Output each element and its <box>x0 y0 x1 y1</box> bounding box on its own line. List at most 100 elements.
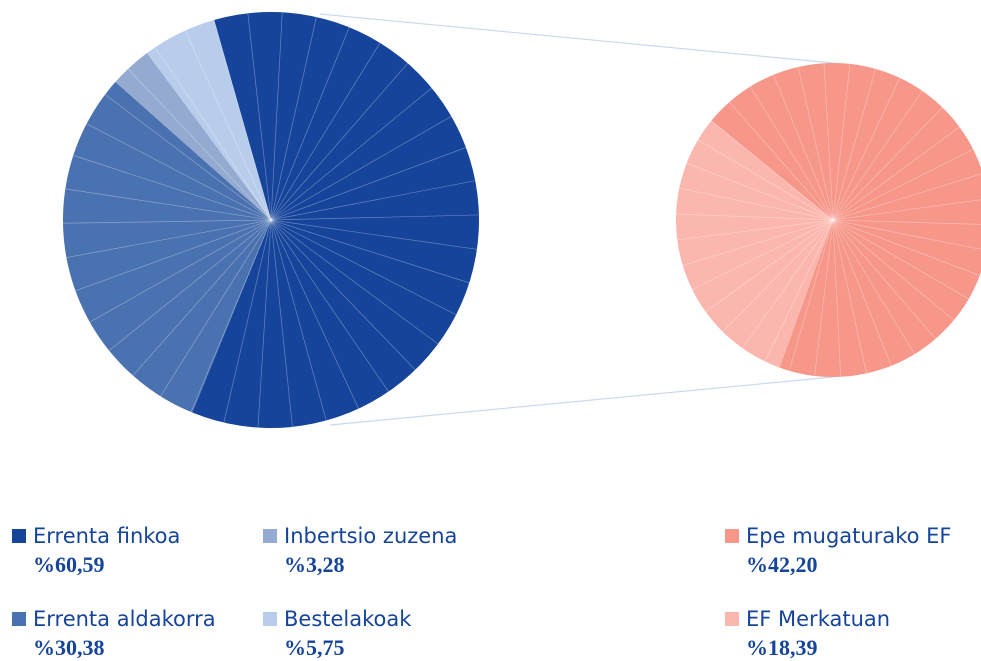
slice-divider <box>677 219 834 241</box>
slice-divider <box>184 30 272 221</box>
slice-divider <box>692 219 834 290</box>
slice-divider <box>223 219 272 423</box>
slice-divider <box>679 187 834 221</box>
slice-divider <box>65 188 272 221</box>
slice-divider <box>722 219 834 332</box>
slice-divider <box>797 66 834 221</box>
slice-divider <box>270 219 416 371</box>
slice-divider <box>686 162 834 221</box>
slice-divider <box>697 139 834 221</box>
legend-swatch <box>263 529 277 543</box>
slice-divider <box>75 219 272 292</box>
legend-label: EF Merkatuan <box>746 607 890 631</box>
slice-divider <box>270 219 359 409</box>
slice-divider <box>270 219 457 316</box>
slice-divider <box>247 13 272 221</box>
slice-divider <box>788 219 834 371</box>
slice-divider <box>270 27 350 221</box>
legend-value: %60,59 <box>33 552 105 577</box>
slice-divider <box>832 126 960 221</box>
slice-divider <box>270 12 283 221</box>
slice-divider <box>832 219 955 321</box>
slice-divider <box>742 219 834 349</box>
slice-divider <box>832 219 981 250</box>
legend-label: Bestelakoak <box>284 607 412 631</box>
slice-divider <box>190 219 272 413</box>
slice-divider <box>66 219 272 258</box>
slice-divider <box>270 63 408 221</box>
pie-slice <box>62 81 271 413</box>
slice-divider <box>832 90 923 221</box>
connector-line <box>329 376 834 426</box>
legend-swatch <box>263 612 277 626</box>
slice-divider <box>270 180 476 221</box>
slice-divider <box>711 120 834 221</box>
legend-value: %30,38 <box>33 635 105 660</box>
slice-divider <box>270 116 452 221</box>
slice-divider <box>213 19 272 221</box>
slice-divider <box>270 219 327 421</box>
slice-divider <box>270 219 293 427</box>
legend-swatch <box>725 612 739 626</box>
slice-divider <box>814 219 834 376</box>
slice-divider <box>832 219 867 374</box>
legend-value: %3,28 <box>284 552 345 577</box>
slice-divider <box>832 219 915 355</box>
pie-slice <box>676 120 833 368</box>
slice-divider <box>132 219 272 376</box>
legend-label: Errenta finkoa <box>33 524 180 548</box>
slice-divider <box>832 219 842 377</box>
pie-slice <box>192 12 479 429</box>
slice-divider <box>270 147 467 221</box>
slice-divider <box>832 219 969 300</box>
slice-divider <box>270 219 470 284</box>
slice-divider <box>832 68 876 221</box>
slice-divider <box>773 74 834 221</box>
legend-swatch <box>12 529 26 543</box>
slice-divider <box>749 86 834 221</box>
slice-divider <box>764 219 834 362</box>
slice-divider <box>270 42 381 221</box>
slice-divider <box>729 101 834 221</box>
slice-divider <box>270 219 477 250</box>
slice-divider <box>127 68 272 221</box>
slice-divider <box>832 148 974 221</box>
slice-divider <box>73 155 272 221</box>
legend-value: %18,39 <box>746 635 818 660</box>
legend-label: Inbertsio zuzena <box>284 524 457 548</box>
slice-divider <box>705 219 834 313</box>
slice-divider <box>104 94 272 221</box>
slice-divider <box>160 219 272 397</box>
legend-value: %42,20 <box>746 552 818 577</box>
slice-divider <box>154 47 272 221</box>
pie-slice <box>146 19 271 220</box>
slice-divider <box>270 219 439 345</box>
legend-label: Errenta aldakorra <box>33 607 216 631</box>
slice-divider <box>823 63 834 221</box>
slice-divider <box>676 213 834 221</box>
pie-slice <box>115 53 271 221</box>
slice-divider <box>832 63 851 221</box>
legend-value: %5,75 <box>284 635 345 660</box>
slice-divider <box>832 107 943 221</box>
slice-divider <box>89 219 272 323</box>
legend-swatch <box>725 529 739 543</box>
slice-divider <box>270 16 317 221</box>
slice-divider <box>257 219 272 428</box>
slice-divider <box>682 219 834 266</box>
legend-swatch <box>12 612 26 626</box>
slice-divider <box>832 199 981 221</box>
slice-divider <box>270 214 479 221</box>
slice-divider <box>108 219 272 351</box>
slice-divider <box>270 219 389 392</box>
legend-label: Epe mugaturako EF <box>746 524 952 548</box>
slice-divider <box>270 87 432 221</box>
slice-divider <box>832 77 901 221</box>
slice-divider <box>832 219 981 225</box>
slice-divider <box>63 219 272 224</box>
slice-divider <box>832 219 936 340</box>
connector-line <box>319 13 834 64</box>
slice-divider <box>832 173 981 221</box>
slice-divider <box>832 219 980 276</box>
